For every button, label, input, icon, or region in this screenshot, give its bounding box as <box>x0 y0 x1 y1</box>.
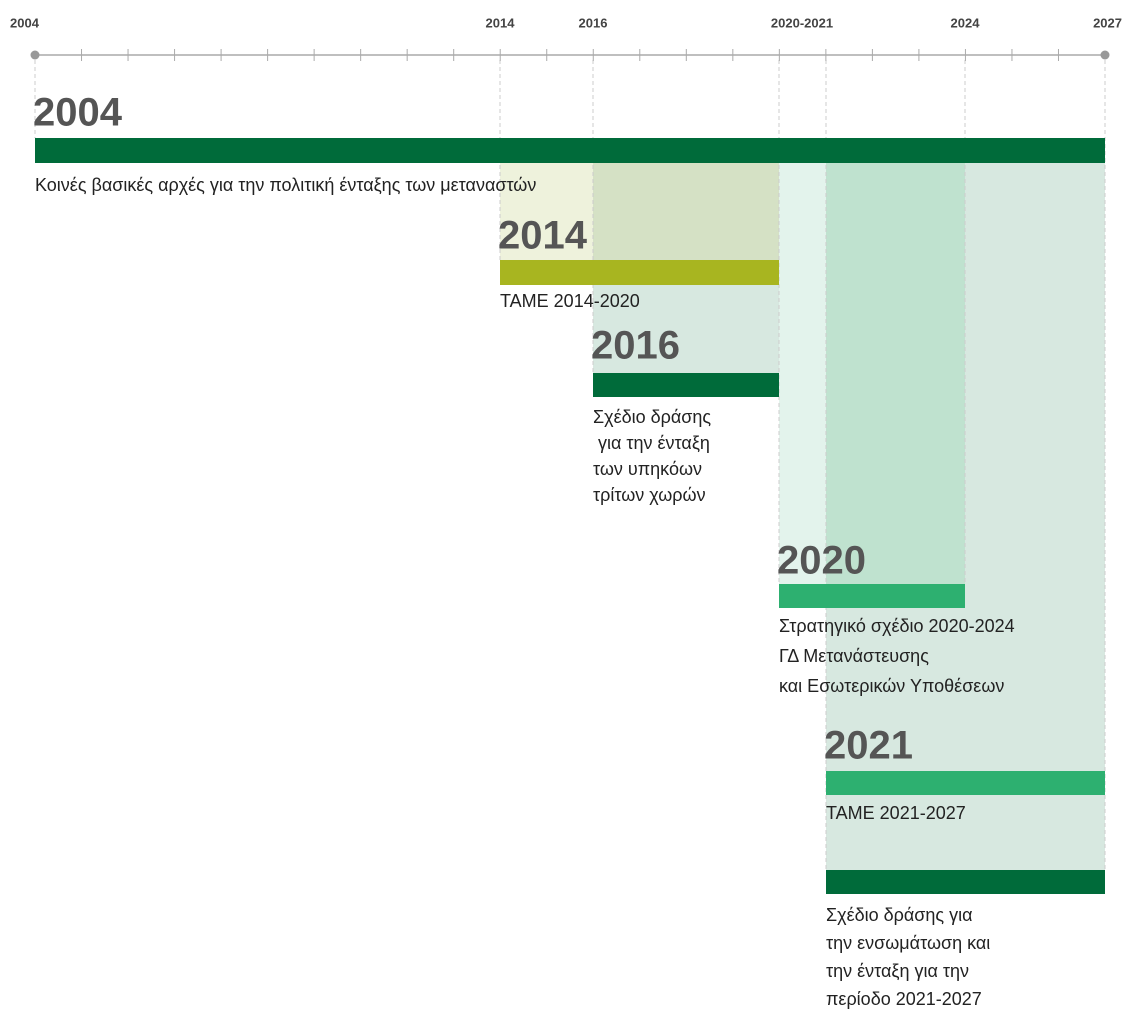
axis-label: 2027 <box>1093 15 1122 30</box>
shade <box>826 608 965 771</box>
shading <box>500 163 1105 870</box>
axis-label: 2016 <box>579 15 608 30</box>
item-text: ΤΑΜΕ 2014-2020 <box>500 291 640 311</box>
item-year: 2014 <box>498 214 588 258</box>
labels: 2004 Κοινές βασικές αρχές για την πολιτικ… <box>33 91 1015 1009</box>
item-text: και Εσωτερικών Υποθέσεων <box>779 676 1004 696</box>
axis-label: 2024 <box>951 15 981 30</box>
item-text: την ένταξη για την <box>826 961 969 981</box>
item-text: ΤΑΜΕ 2021-2027 <box>826 803 966 823</box>
bar <box>826 870 1105 894</box>
item-text: Σχέδιο δράσης για <box>826 905 973 925</box>
bar <box>500 260 779 285</box>
shade <box>593 163 779 260</box>
item-text: τρίτων χωρών <box>593 485 706 505</box>
axis-end <box>30 50 40 60</box>
item-text: Σχέδιο δράσης <box>593 407 711 427</box>
item-year: 2021 <box>824 724 913 768</box>
shade <box>965 163 1105 771</box>
item-year: 2016 <box>591 324 680 368</box>
item-text: ΓΔ Μετανάστευσης <box>779 646 929 666</box>
axis-end <box>1100 50 1110 60</box>
item-text: Κοινές βασικές αρχές για την πολιτική έν… <box>35 175 536 195</box>
axis-label: 2014 <box>486 15 516 30</box>
bars <box>35 138 1105 894</box>
axis-label: 2004 <box>10 15 40 30</box>
item-text: περίοδο 2021-2027 <box>826 989 982 1009</box>
shade <box>593 285 779 373</box>
bar <box>593 373 779 397</box>
shade <box>826 795 1105 870</box>
bar <box>826 771 1105 795</box>
shade <box>779 163 826 584</box>
item-text: την ενσωμάτωση και <box>826 933 990 953</box>
item-year: 2020 <box>777 539 866 583</box>
shade <box>500 163 593 260</box>
item-text: Στρατηγικό σχέδιο 2020-2024 <box>779 616 1015 636</box>
bar <box>779 584 965 608</box>
item-text: των υπηκόων <box>593 459 702 479</box>
item-year: 2004 <box>33 91 123 135</box>
shade <box>826 163 965 584</box>
axis: 2004 2014 2016 2020-2021 2024 2027 <box>10 15 1122 61</box>
axis-label: 2020-2021 <box>771 15 833 30</box>
item-text: για την ένταξη <box>593 433 710 453</box>
bar <box>35 138 1105 163</box>
